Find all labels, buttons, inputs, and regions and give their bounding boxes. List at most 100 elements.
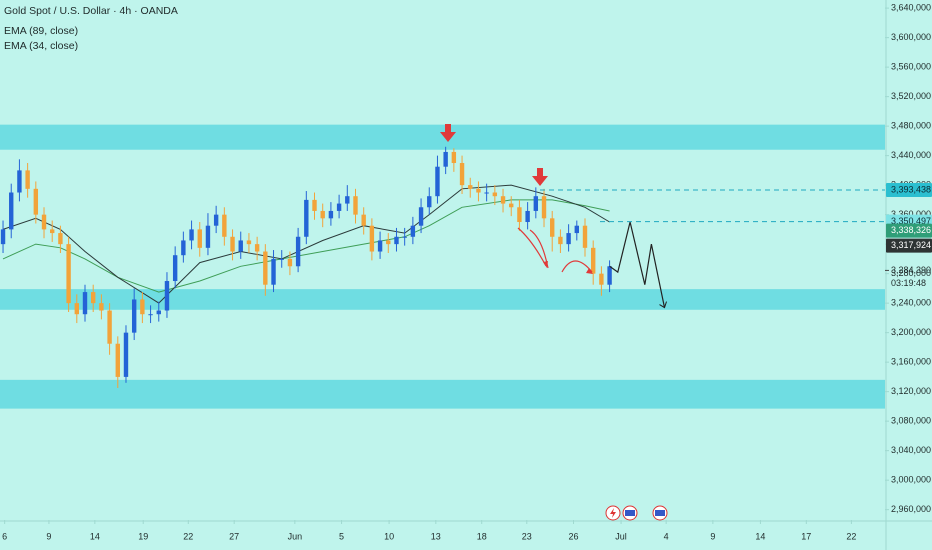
- candle-body: [394, 236, 399, 245]
- ema-line: [2, 199, 610, 293]
- candle-body: [459, 163, 465, 186]
- candle-body: [17, 170, 22, 193]
- y-tick-label: 3,160,000: [891, 357, 931, 367]
- candle-body: [320, 210, 325, 219]
- x-tick-label: 22: [183, 531, 193, 541]
- legend-entry: EMA (89, close): [4, 25, 78, 37]
- candle-body: [140, 299, 145, 315]
- candle-body: [590, 247, 596, 274]
- price-tag: [886, 223, 932, 238]
- x-tick-label: 26: [569, 531, 579, 541]
- candle-body: [509, 203, 514, 208]
- x-tick-label: 6: [2, 531, 7, 541]
- y-tick-label: 3,040,000: [891, 445, 931, 455]
- candle-body: [230, 236, 235, 252]
- x-tick-label: 19: [138, 531, 148, 541]
- candle-body: [443, 151, 448, 167]
- x-tick-label: 18: [477, 531, 487, 541]
- candle-body: [25, 170, 30, 189]
- candle-body: [213, 214, 219, 226]
- candle-body: [468, 185, 473, 189]
- countdown: 03:19:48: [891, 278, 926, 288]
- candle-body: [353, 196, 358, 215]
- candle-body: [418, 207, 424, 226]
- x-tick-label: 10: [384, 531, 394, 541]
- candle-body: [181, 240, 186, 256]
- projection-path: [609, 221, 666, 308]
- candle-body: [410, 225, 416, 237]
- candle-body: [402, 236, 407, 238]
- candle-body: [336, 203, 342, 211]
- candle-body: [33, 188, 39, 215]
- candle-body: [295, 236, 301, 267]
- price-tag-label: 3,393,438: [891, 184, 931, 194]
- ema-line: [2, 184, 610, 304]
- candle-body: [369, 225, 375, 252]
- zone: [0, 124, 885, 150]
- candle-body: [205, 225, 211, 248]
- x-tick-label: 14: [90, 531, 100, 541]
- candle-body: [66, 244, 71, 304]
- candle-body: [90, 292, 96, 304]
- y-tick-label: 3,080,000: [891, 416, 931, 426]
- x-tick-label: 17: [801, 531, 811, 541]
- y-tick-label: 3,640,000: [891, 2, 931, 12]
- annotation-arrows: [440, 124, 593, 274]
- candle-body: [361, 214, 366, 226]
- x-tick-label: 13: [431, 531, 441, 541]
- candle-body: [312, 199, 317, 211]
- candle-body: [131, 299, 137, 333]
- legend-entry: EMA (34, close): [4, 40, 78, 52]
- candle-body: [172, 255, 178, 282]
- x-tick-label: 14: [755, 531, 765, 541]
- x-tick-label: 27: [229, 531, 239, 541]
- candle-body: [492, 192, 498, 197]
- candle-body: [427, 196, 432, 208]
- y-tick-label: 3,120,000: [891, 386, 931, 396]
- candle-body: [74, 303, 80, 315]
- candle-body: [82, 292, 88, 315]
- candle-body: [279, 258, 284, 260]
- y-tick-label: 3,000,000: [891, 475, 931, 485]
- x-tick-label: 23: [522, 531, 532, 541]
- price-tag-label: 3,317,924: [891, 240, 931, 250]
- candle-body: [271, 258, 276, 285]
- candle-body: [484, 192, 489, 194]
- candle-body: [435, 166, 440, 197]
- candle-body: [599, 273, 604, 285]
- candle-body: [115, 343, 120, 377]
- candle-body: [500, 196, 506, 204]
- y-tick-label: 3,440,000: [891, 150, 931, 160]
- event-icons: [605, 505, 668, 521]
- y-tick-label: 3,360,000: [891, 209, 931, 219]
- candle-body: [156, 310, 161, 315]
- candle-body: [222, 214, 227, 237]
- candle-body: [9, 192, 14, 230]
- candle-body: [517, 207, 522, 223]
- y-tick-label: 2,960,000: [891, 504, 931, 514]
- candle-body: [377, 240, 383, 252]
- candle-body: [238, 240, 243, 252]
- price-tag-label: 3,338,326: [891, 225, 931, 235]
- x-tick-label: Jun: [288, 531, 303, 541]
- candle-body: [451, 151, 457, 164]
- projection-arrowhead: [659, 301, 667, 309]
- y-tick-label: 3,280,000: [891, 268, 931, 278]
- candle-body: [189, 229, 194, 241]
- x-tick-label: Jul: [615, 531, 627, 541]
- candle-body: [345, 196, 350, 204]
- candle-body: [123, 332, 129, 377]
- candle-body: [58, 233, 63, 245]
- y-tick-label: 3,560,000: [891, 61, 931, 71]
- price-tag-label: 3,350,497: [891, 216, 931, 226]
- candle-body: [41, 214, 47, 230]
- y-tick-label: 3,240,000: [891, 298, 931, 308]
- last-price-label: 3,284,390: [891, 265, 931, 275]
- x-tick-label: 9: [710, 531, 715, 541]
- candle-body: [525, 210, 530, 223]
- candle-body: [148, 314, 153, 316]
- candle-body: [254, 244, 260, 252]
